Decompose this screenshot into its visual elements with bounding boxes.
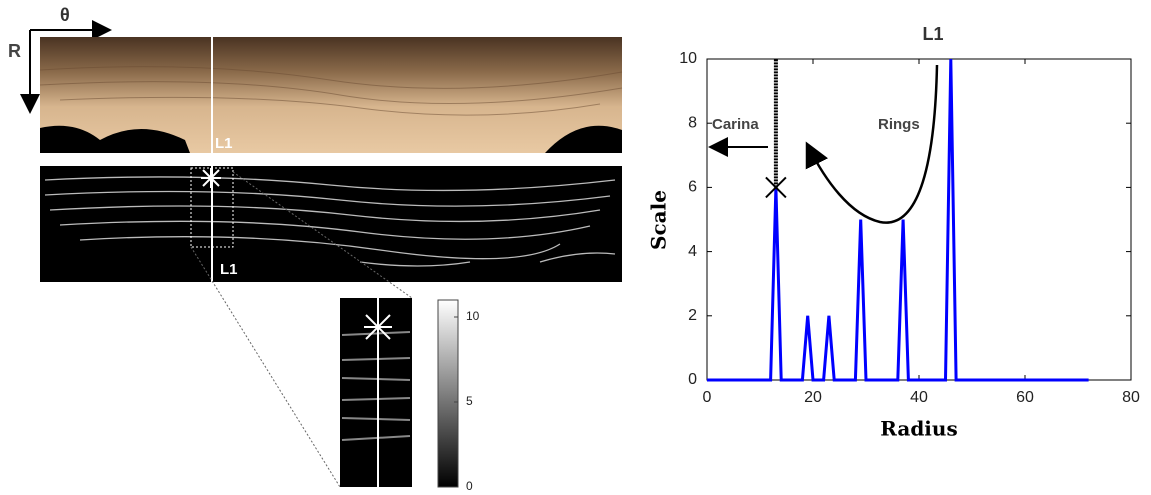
colorbar	[437, 299, 459, 488]
y-tick-label: 8	[688, 114, 697, 131]
carina-label: Carina	[712, 116, 759, 133]
x-tick-label: 60	[1016, 389, 1034, 406]
colorbar-tick-label: 5	[466, 394, 473, 408]
y-tick-label: 2	[688, 307, 697, 324]
y-tick-label: 4	[688, 243, 697, 260]
x-axis-label: Radius	[880, 417, 957, 441]
ridge-image	[40, 166, 622, 282]
data-line	[707, 58, 1089, 382]
rings-label: Rings	[878, 116, 920, 133]
image-shadows	[40, 125, 622, 153]
colorbar-ticks: 0 5 10	[454, 309, 480, 493]
colorbar-tick-label: 0	[466, 479, 473, 493]
l1-label: L1	[215, 135, 233, 152]
x-tick-label: 20	[804, 389, 822, 406]
theta-label: θ	[60, 5, 70, 25]
y-axis-label: Scale	[647, 190, 671, 250]
zoom-guide	[190, 246, 341, 488]
l1-label: L1	[220, 261, 238, 278]
x-tick-label: 40	[910, 389, 928, 406]
colorbar-tick-label: 10	[466, 309, 480, 323]
x-tick-label: 80	[1122, 389, 1140, 406]
peak-marker	[201, 168, 221, 188]
zoom-guide	[232, 171, 413, 299]
image-texture	[39, 66, 623, 116]
chart-title: L1	[922, 24, 943, 44]
zoom-ridges	[341, 331, 411, 441]
x-tick-label: 0	[703, 389, 712, 406]
peak-marker	[364, 313, 392, 341]
rings-arrow	[805, 64, 939, 224]
r-label: R	[8, 41, 21, 61]
y-tick-label: 10	[679, 50, 697, 67]
y-tick-label: 6	[688, 179, 697, 196]
y-tick-label: 0	[688, 371, 697, 388]
ridge-lines	[44, 176, 616, 267]
carina-marker	[765, 176, 787, 199]
line-chart: 0 20 40 60 80 0 2 4 6 8 10 L1 Radius Scale Carina Rings	[647, 24, 1141, 441]
